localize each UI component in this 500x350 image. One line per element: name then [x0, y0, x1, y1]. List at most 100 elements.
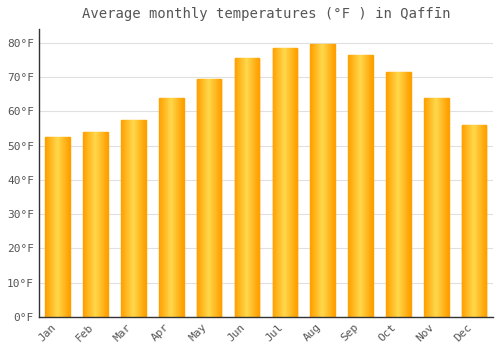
- Bar: [394, 72, 396, 317]
- Bar: [399, 72, 400, 317]
- Bar: [59, 137, 60, 317]
- Bar: [318, 44, 319, 317]
- Bar: [274, 48, 275, 317]
- Bar: [466, 125, 468, 317]
- Bar: [54, 137, 56, 317]
- Bar: [67, 137, 68, 317]
- Bar: [252, 58, 253, 317]
- Bar: [280, 48, 281, 317]
- Bar: [206, 79, 208, 317]
- Bar: [480, 125, 481, 317]
- Bar: [125, 120, 126, 317]
- Bar: [283, 48, 284, 317]
- Bar: [462, 125, 463, 317]
- Bar: [138, 120, 139, 317]
- Bar: [65, 137, 66, 317]
- Bar: [313, 44, 314, 317]
- Bar: [407, 72, 408, 317]
- Bar: [311, 44, 312, 317]
- Bar: [369, 55, 370, 317]
- Bar: [56, 137, 57, 317]
- Bar: [348, 55, 349, 317]
- Bar: [202, 79, 203, 317]
- Bar: [240, 58, 241, 317]
- Bar: [390, 72, 391, 317]
- Bar: [129, 120, 130, 317]
- Bar: [364, 55, 365, 317]
- Bar: [210, 79, 211, 317]
- Bar: [46, 137, 48, 317]
- Bar: [470, 125, 471, 317]
- Bar: [484, 125, 485, 317]
- Bar: [277, 48, 278, 317]
- Bar: [219, 79, 220, 317]
- Bar: [365, 55, 366, 317]
- Bar: [52, 137, 53, 317]
- Bar: [139, 120, 140, 317]
- Bar: [58, 137, 59, 317]
- Bar: [88, 132, 89, 317]
- Bar: [445, 98, 446, 317]
- Bar: [285, 48, 286, 317]
- Bar: [169, 98, 170, 317]
- Bar: [145, 120, 146, 317]
- Bar: [181, 98, 182, 317]
- Bar: [255, 58, 256, 317]
- Bar: [293, 48, 294, 317]
- Bar: [133, 120, 134, 317]
- Title: Average monthly temperatures (°F ) in Qaffīn: Average monthly temperatures (°F ) in Qa…: [82, 7, 450, 21]
- Bar: [174, 98, 175, 317]
- Bar: [134, 120, 136, 317]
- Bar: [289, 48, 290, 317]
- Bar: [288, 48, 289, 317]
- Bar: [405, 72, 406, 317]
- Bar: [104, 132, 105, 317]
- Bar: [254, 58, 255, 317]
- Bar: [442, 98, 443, 317]
- Bar: [392, 72, 393, 317]
- Bar: [53, 137, 54, 317]
- Bar: [101, 132, 102, 317]
- Bar: [329, 44, 330, 317]
- Bar: [177, 98, 178, 317]
- Bar: [368, 55, 369, 317]
- Bar: [173, 98, 174, 317]
- Bar: [276, 48, 277, 317]
- Bar: [51, 137, 52, 317]
- Bar: [159, 98, 160, 317]
- Bar: [397, 72, 398, 317]
- Bar: [478, 125, 479, 317]
- Bar: [97, 132, 98, 317]
- Bar: [429, 98, 430, 317]
- Bar: [446, 98, 448, 317]
- Bar: [333, 44, 334, 317]
- Bar: [124, 120, 125, 317]
- Bar: [141, 120, 142, 317]
- Bar: [160, 98, 161, 317]
- Bar: [327, 44, 328, 317]
- Bar: [90, 132, 92, 317]
- Bar: [294, 48, 296, 317]
- Bar: [221, 79, 222, 317]
- Bar: [441, 98, 442, 317]
- Bar: [284, 48, 285, 317]
- Bar: [349, 55, 350, 317]
- Bar: [398, 72, 399, 317]
- Bar: [424, 98, 425, 317]
- Bar: [388, 72, 389, 317]
- Bar: [234, 58, 236, 317]
- Bar: [49, 137, 50, 317]
- Bar: [60, 137, 61, 317]
- Bar: [292, 48, 293, 317]
- Bar: [213, 79, 214, 317]
- Bar: [211, 79, 212, 317]
- Bar: [332, 44, 333, 317]
- Bar: [485, 125, 486, 317]
- Bar: [386, 72, 388, 317]
- Bar: [430, 98, 432, 317]
- Bar: [249, 58, 250, 317]
- Bar: [105, 132, 106, 317]
- Bar: [463, 125, 464, 317]
- Bar: [360, 55, 361, 317]
- Bar: [435, 98, 436, 317]
